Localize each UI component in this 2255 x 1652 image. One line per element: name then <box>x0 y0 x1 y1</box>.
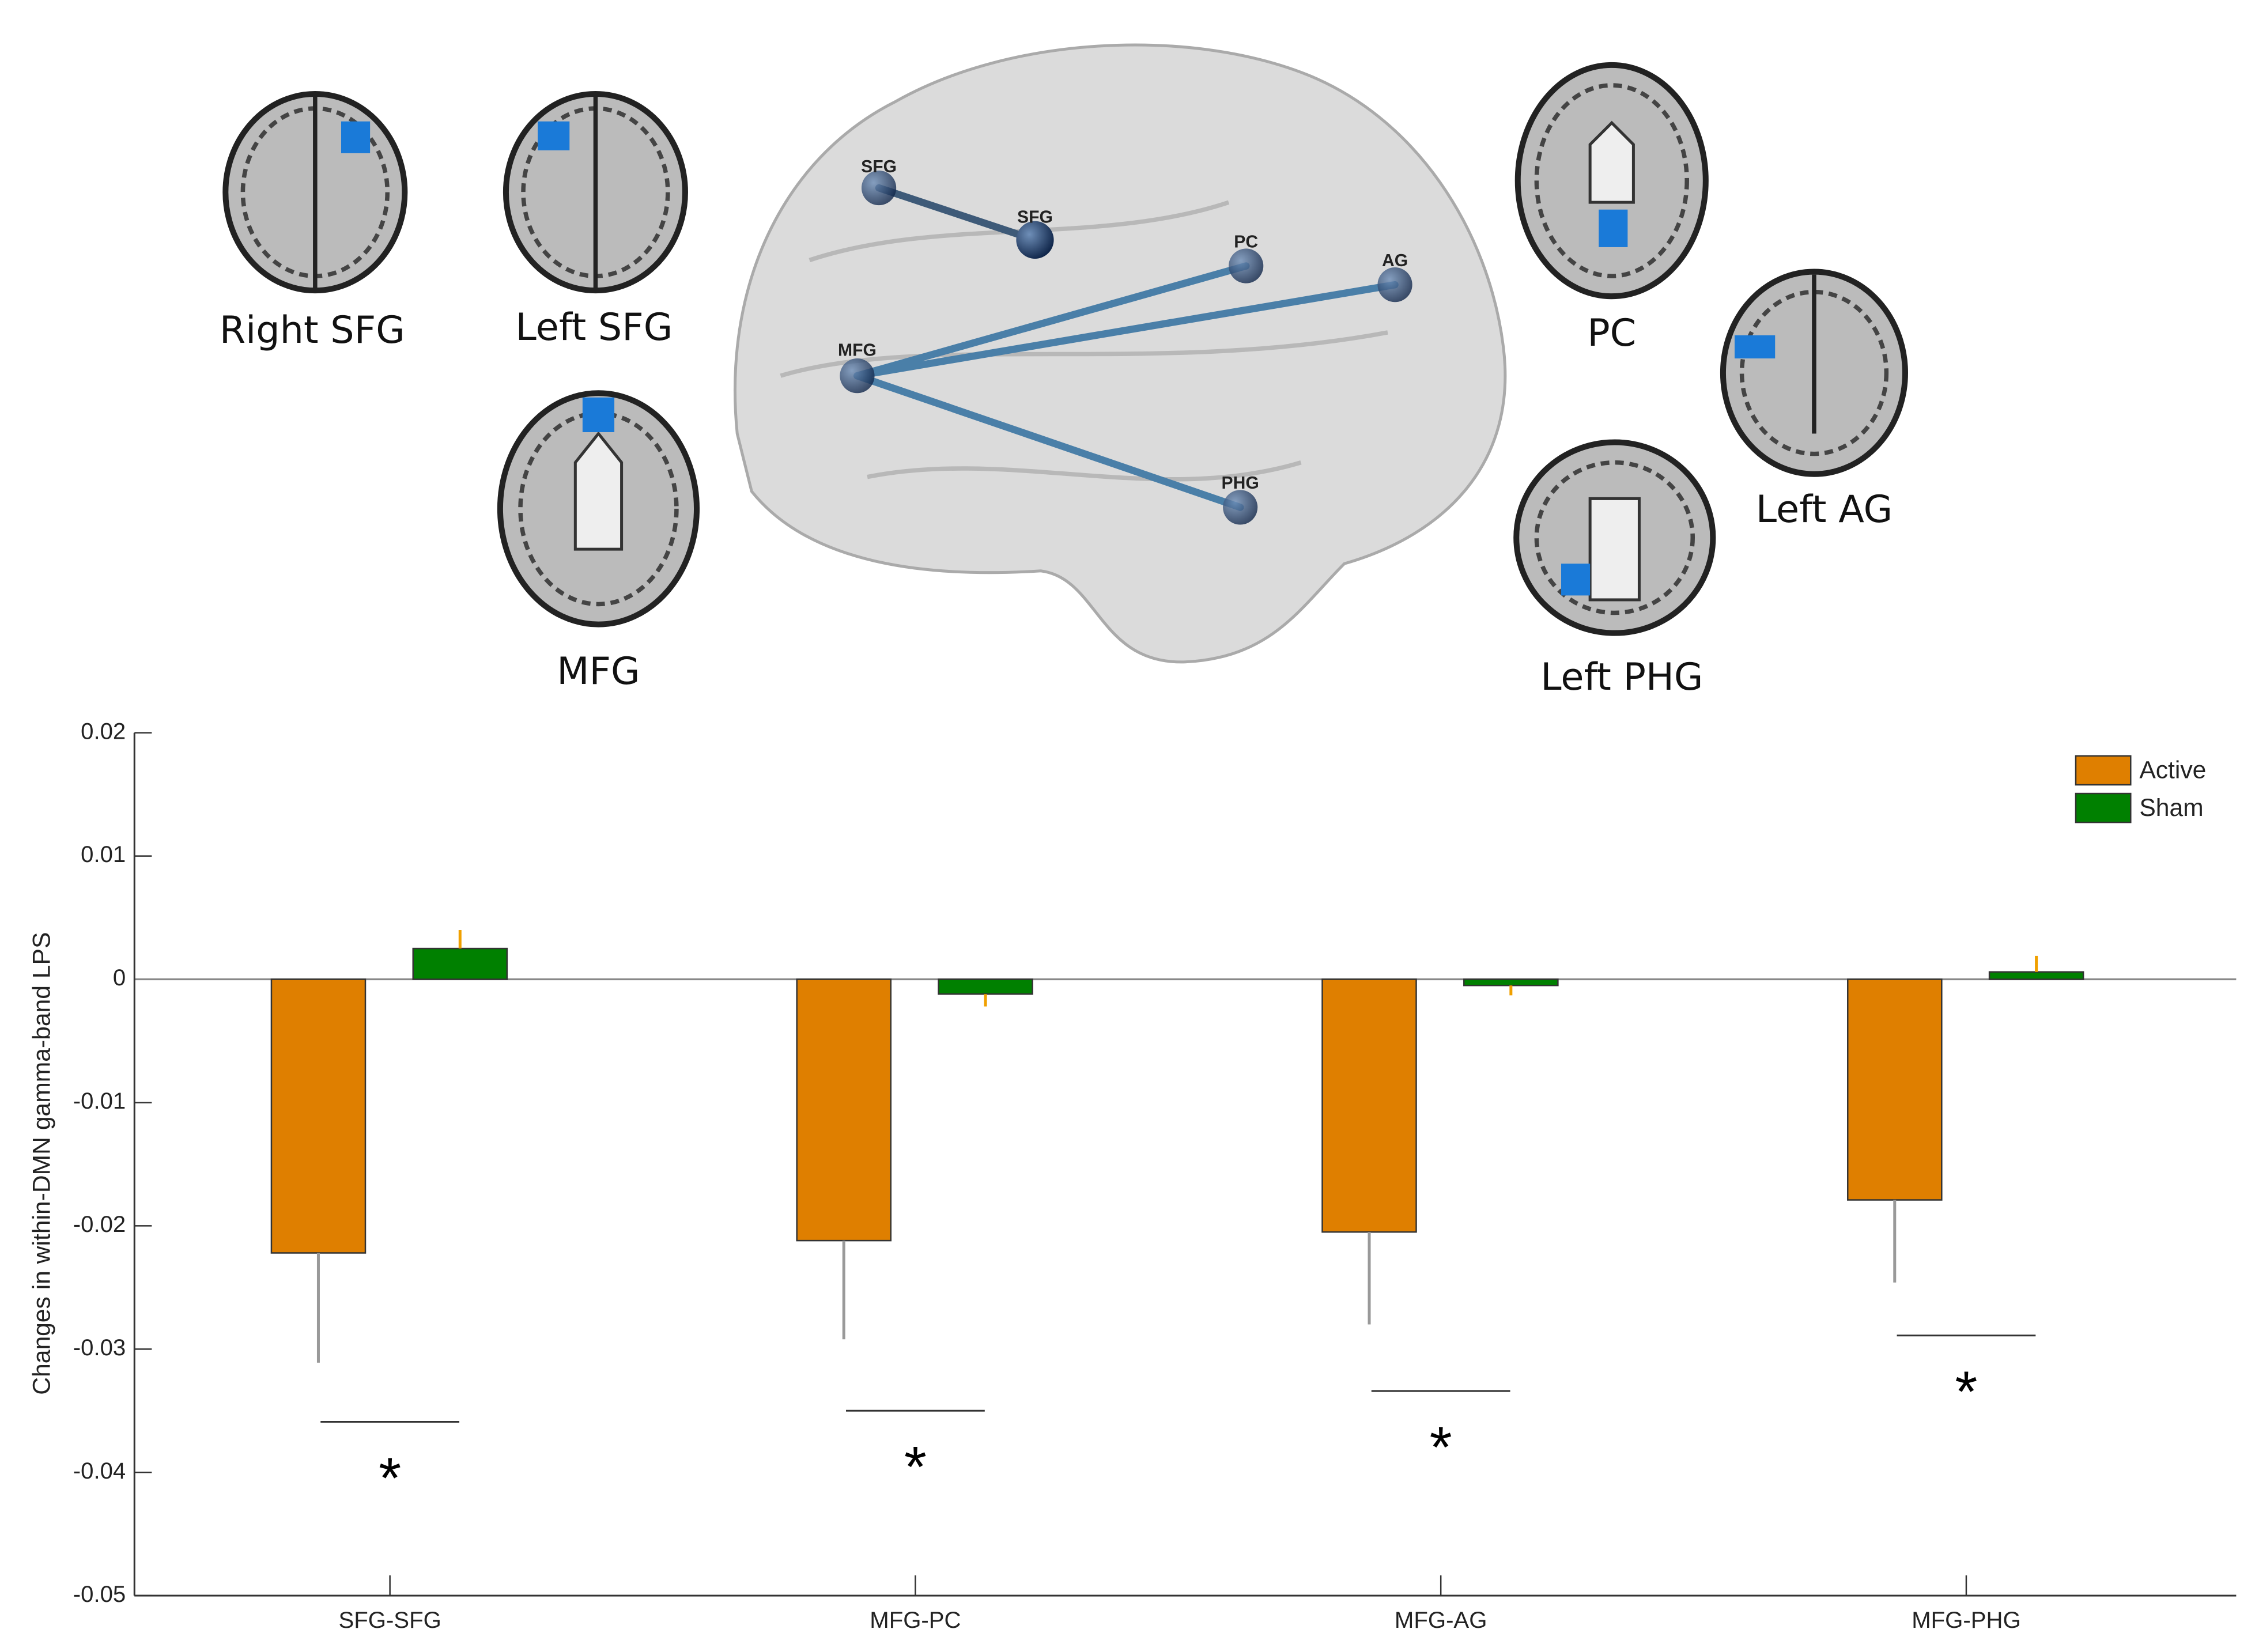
y-tick-label: 0 <box>113 965 126 991</box>
x-tick-label: MFG-AG <box>1395 1607 1487 1633</box>
x-tick-label: SFG-SFG <box>338 1607 441 1633</box>
y-tick-label: -0.01 <box>73 1088 126 1114</box>
x-tick-label: MFG-PHG <box>1912 1607 2020 1633</box>
legend-label: Active <box>2139 757 2206 784</box>
node-label: MFG <box>838 341 877 360</box>
significance-mark: * <box>1430 1415 1452 1480</box>
brain-panel: SFG SFG PC AG MFG PHG Right SFG Left SFG… <box>220 43 1908 699</box>
significance-mark: * <box>904 1435 927 1499</box>
region-label: MFG <box>557 649 640 693</box>
bar <box>1321 978 1417 1233</box>
slice-left-ag <box>1720 269 1908 477</box>
bar <box>796 978 892 1242</box>
legend-label: Sham <box>2139 794 2203 822</box>
region-label: Left PHG <box>1540 655 1703 699</box>
node-label: SFG <box>1017 208 1053 227</box>
node-label: SFG <box>861 157 897 176</box>
y-tick-label: -0.02 <box>73 1211 126 1237</box>
node-label: PC <box>1234 232 1258 251</box>
node-label: AG <box>1382 251 1408 270</box>
legend-swatch <box>2075 792 2132 823</box>
legend-swatch <box>2075 755 2132 786</box>
region-label: Left AG <box>1756 487 1893 531</box>
bar <box>1463 978 1559 986</box>
bar <box>938 978 1033 995</box>
y-tick-label: 0.02 <box>81 718 126 744</box>
y-axis-label: Changes in within-DMN gamma-band LPS <box>28 932 56 1395</box>
slice-right-sfg <box>222 91 408 294</box>
region-label: Left SFG <box>516 305 673 349</box>
region-label: Right SFG <box>220 308 405 352</box>
x-tick-label: MFG-PC <box>870 1607 961 1633</box>
y-tick-label: 0.01 <box>81 841 126 867</box>
slice-left-sfg <box>503 91 688 294</box>
region-label: PC <box>1587 311 1636 355</box>
bar <box>1847 978 1943 1201</box>
node-label: PHG <box>1222 474 1259 493</box>
y-tick-label: -0.04 <box>73 1458 126 1484</box>
slice-pc <box>1514 62 1709 300</box>
slice-mfg <box>497 390 700 627</box>
y-tick-label: -0.03 <box>73 1335 126 1360</box>
bar <box>270 978 367 1254</box>
y-tick-label: -0.05 <box>73 1581 126 1607</box>
nodes <box>840 170 1412 525</box>
significance-mark: * <box>1955 1360 1977 1424</box>
connections <box>853 184 1399 511</box>
bar <box>1988 971 2084 980</box>
significance-mark: * <box>379 1446 401 1510</box>
slice-left-phg <box>1513 439 1716 636</box>
bar <box>412 947 508 980</box>
